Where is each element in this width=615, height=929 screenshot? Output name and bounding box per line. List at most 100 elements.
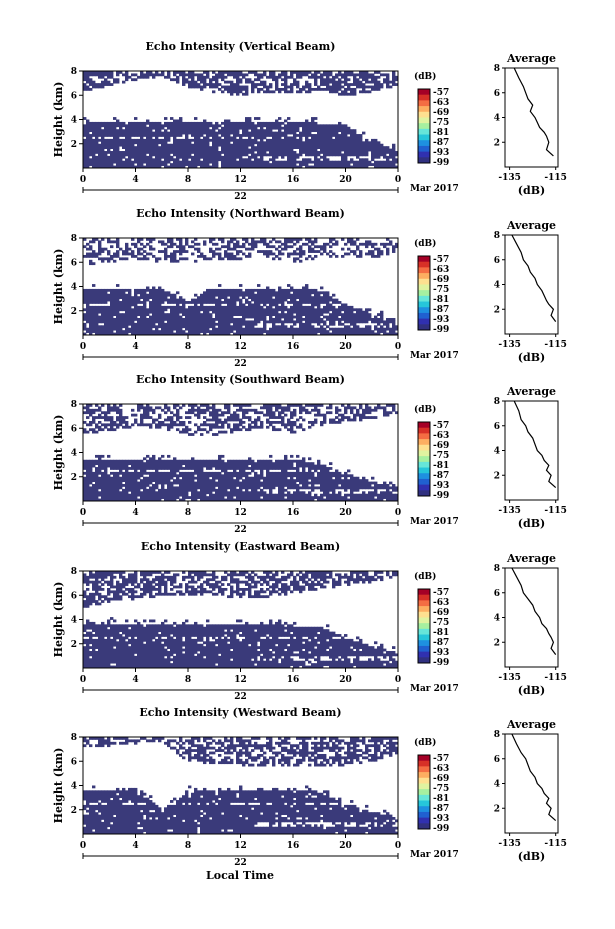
echo-cell bbox=[116, 406, 120, 410]
echo-cell bbox=[188, 165, 192, 169]
echo-cell bbox=[98, 327, 102, 331]
echo-cell bbox=[209, 313, 213, 316]
echo-cell bbox=[146, 320, 150, 324]
echo-cell bbox=[155, 318, 159, 321]
echo-cell bbox=[164, 151, 168, 154]
echo-cell bbox=[371, 85, 375, 89]
echo-cell bbox=[98, 315, 102, 319]
echo-cell bbox=[350, 73, 354, 77]
echo-cell bbox=[389, 148, 393, 152]
echo-cell bbox=[338, 143, 342, 147]
echo-cell bbox=[380, 85, 384, 89]
echo-cell bbox=[263, 165, 267, 169]
echo-cell bbox=[323, 160, 327, 164]
echo-cell bbox=[206, 296, 210, 300]
echo-cell bbox=[119, 301, 123, 304]
echo-cell bbox=[299, 288, 303, 292]
echo-cell bbox=[89, 151, 93, 154]
echo-cell bbox=[194, 242, 198, 246]
echo-cell bbox=[275, 119, 279, 123]
echo-cell bbox=[302, 298, 306, 302]
echo-cell bbox=[176, 250, 180, 253]
echo-cell bbox=[182, 330, 186, 333]
echo-cell bbox=[251, 298, 255, 302]
echo-cell bbox=[326, 163, 330, 166]
echo-cell bbox=[233, 318, 237, 321]
echo-cell bbox=[278, 75, 282, 79]
echo-cell bbox=[92, 318, 96, 321]
echo-cell bbox=[155, 481, 159, 485]
echo-cell bbox=[170, 298, 174, 302]
echo-cell bbox=[101, 296, 105, 300]
echo-cell bbox=[182, 148, 186, 152]
echo-cell bbox=[338, 330, 342, 333]
echo-cell bbox=[155, 484, 159, 487]
echo-cell bbox=[254, 146, 258, 149]
echo-cell bbox=[296, 143, 300, 147]
echo-cell bbox=[125, 310, 129, 314]
echo-cell bbox=[146, 146, 150, 149]
echo-cell bbox=[98, 85, 102, 89]
echo-cell bbox=[173, 471, 177, 475]
echo-cell bbox=[251, 80, 255, 84]
echo-cell bbox=[164, 330, 168, 333]
echo-cell bbox=[323, 242, 327, 246]
echo-cell bbox=[95, 325, 99, 329]
echo-cell bbox=[104, 496, 108, 499]
echo-cell bbox=[203, 325, 207, 329]
echo-cell bbox=[254, 163, 258, 166]
echo-cell bbox=[212, 75, 216, 79]
echo-cell bbox=[146, 257, 150, 261]
echo-cell bbox=[140, 471, 144, 475]
echo-cell bbox=[287, 121, 291, 125]
echo-cell bbox=[116, 425, 120, 429]
echo-cell bbox=[242, 293, 246, 297]
echo-cell bbox=[266, 124, 270, 128]
echo-cell bbox=[293, 165, 297, 169]
echo-cell bbox=[227, 313, 231, 316]
colorbar-segment bbox=[418, 267, 430, 274]
echo-cell bbox=[284, 85, 288, 89]
echo-cell bbox=[356, 151, 360, 154]
echo-cell bbox=[296, 141, 300, 145]
echo-cell bbox=[149, 498, 153, 502]
echo-cell bbox=[107, 406, 111, 410]
echo-cell bbox=[395, 325, 399, 329]
echo-cell bbox=[200, 148, 204, 152]
echo-cell bbox=[179, 330, 183, 333]
echo-cell bbox=[131, 124, 135, 128]
echo-cell bbox=[368, 327, 372, 331]
echo-cell bbox=[83, 308, 87, 312]
echo-cell bbox=[161, 141, 165, 145]
echo-cell bbox=[383, 160, 387, 164]
echo-cell bbox=[353, 313, 357, 316]
echo-cell bbox=[209, 288, 213, 292]
echo-cell bbox=[146, 126, 150, 130]
echo-cell bbox=[311, 146, 315, 149]
echo-cell bbox=[389, 165, 393, 169]
echo-cell bbox=[167, 165, 171, 169]
echo-cell bbox=[119, 330, 123, 333]
echo-cell bbox=[272, 252, 276, 256]
echo-cell bbox=[131, 498, 135, 502]
echo-cell bbox=[152, 459, 156, 463]
echo-cell bbox=[95, 305, 99, 309]
echo-cell bbox=[323, 141, 327, 145]
echo-cell bbox=[227, 332, 231, 336]
echo-cell bbox=[176, 155, 180, 159]
echo-cell bbox=[152, 464, 156, 468]
echo-cell bbox=[281, 303, 285, 307]
echo-cell bbox=[314, 80, 318, 84]
echo-cell bbox=[92, 250, 96, 253]
echo-cell bbox=[170, 411, 174, 415]
echo-cell bbox=[329, 240, 333, 244]
echo-cell bbox=[140, 481, 144, 485]
echo-cell bbox=[83, 493, 87, 497]
profile-y-tick-label: 6 bbox=[494, 89, 500, 99]
echo-cell bbox=[284, 293, 288, 297]
echo-cell bbox=[395, 75, 399, 79]
echo-cell bbox=[131, 459, 135, 463]
echo-cell bbox=[140, 496, 144, 499]
echo-cell bbox=[302, 327, 306, 331]
echo-cell bbox=[233, 298, 237, 302]
